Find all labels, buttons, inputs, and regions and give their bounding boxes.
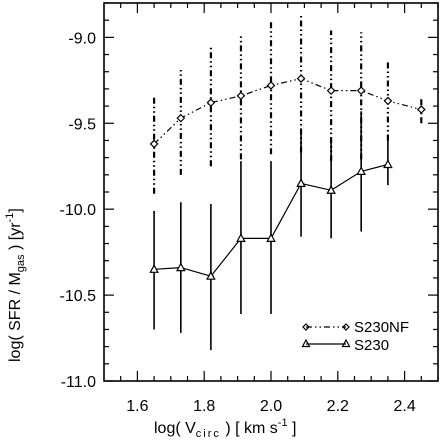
y-axis-title-sup: -1 [4,213,16,223]
data-point [206,98,216,108]
x-axis-title-sub: circ [196,428,221,440]
data-point [296,74,306,83]
x-axis-title-sup: -1 [278,417,288,429]
legend-marker-s230nf-right [342,323,350,331]
x-tick-label: 2.0 [260,398,282,415]
axis-ticks [104,2,439,382]
y-axis-title: log( SFR / Mgas ) [yr-1] [4,208,27,362]
data-point [149,139,159,149]
legend: S230NF S230 [301,319,409,354]
y-tick-label: -10.5 [60,288,97,305]
y-tick-label: -11.0 [61,374,96,391]
x-axis-title: log( Vcirc ) [ km s-1 ] [154,417,296,440]
data-point [266,81,276,90]
legend-marker-s230-left [301,338,311,348]
data-point [206,270,216,280]
data-point [149,264,159,273]
x-axis-title-end: ] [288,420,297,437]
y-axis-title-mid: ) [yr [7,222,24,255]
legend-marker-s230nf-left [302,323,310,331]
data-point [236,91,246,101]
data-point [296,178,306,188]
data-point [326,86,336,95]
y-tick-label: -10.0 [60,202,97,219]
data-point [176,113,186,123]
tick-labels: 1.6 1.8 2.0 2.2 2.4 -9.0 -9.5 -10.0 -10.5 -11.0 [60,30,416,415]
data-point [416,105,426,114]
series-s230nf [149,15,426,194]
y-axis-title-sub: gas [15,254,27,272]
legend-label-s230: S230 [354,337,389,354]
series-line [153,77,422,145]
data-point [383,159,393,169]
data-point [383,96,393,106]
legend-marker-s230-right [341,338,351,348]
y-axis-title-end: ] [7,208,24,212]
x-tick-label: 2.4 [393,398,415,415]
data-point [176,262,186,272]
x-axis-title-main: log( V [154,420,196,437]
data-point [356,86,366,95]
x-tick-label: 1.6 [126,398,148,415]
x-axis-title-tail: ) [ km s [221,420,278,437]
data-point [266,233,276,242]
data-point [236,233,246,242]
series-s230 [149,111,393,351]
y-tick-label: -9.5 [68,116,96,133]
data-point [356,166,366,175]
series-layer [149,15,426,351]
legend-label-s230nf: S230NF [354,319,409,336]
y-axis-title-main: log( SFR / M [7,272,24,362]
x-tick-label: 2.2 [327,398,349,415]
data-point [326,185,336,194]
x-tick-label: 1.8 [193,398,215,415]
y-tick-label: -9.0 [68,30,96,47]
